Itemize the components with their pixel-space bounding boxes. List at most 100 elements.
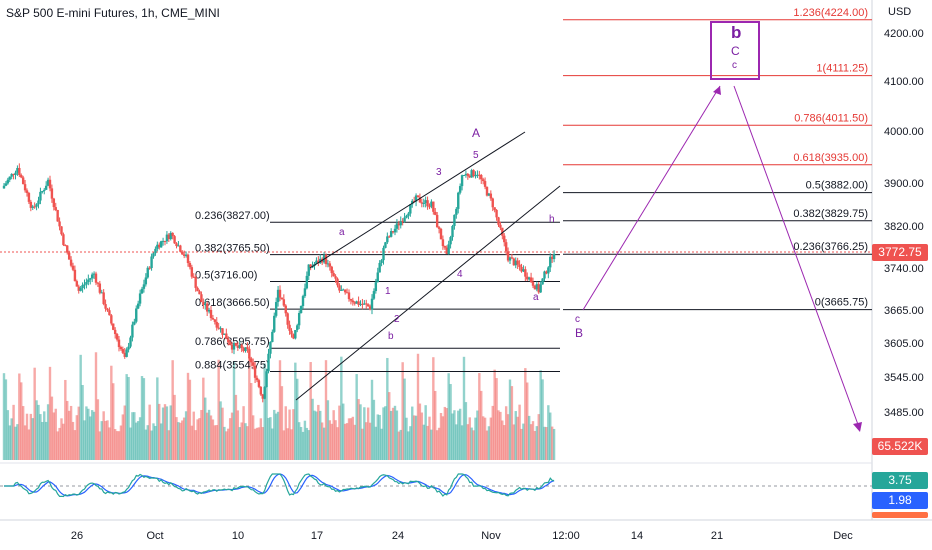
price-axis[interactable]: 4200.00 4100.00 4000.00 3900.00 3820.00 … bbox=[884, 28, 924, 419]
volume-bar bbox=[50, 396, 54, 460]
candle-body bbox=[27, 192, 31, 202]
candle-body bbox=[62, 234, 65, 245]
candle-body bbox=[372, 291, 376, 299]
candle-body bbox=[416, 195, 420, 198]
candle-body bbox=[462, 175, 466, 177]
volume-bar bbox=[98, 431, 102, 460]
target-box[interactable] bbox=[710, 21, 760, 80]
time-tick-label: 14 bbox=[631, 530, 643, 542]
fib-right-label: 0.618(3935.00) bbox=[793, 152, 868, 164]
candle-body bbox=[219, 328, 222, 330]
volume-bar bbox=[20, 382, 23, 460]
volume-bar bbox=[110, 365, 113, 460]
projection-up-arrow[interactable] bbox=[582, 85, 721, 311]
volume-bar bbox=[125, 374, 128, 460]
candle-body bbox=[445, 247, 448, 254]
candles bbox=[2, 163, 556, 403]
candle-body bbox=[209, 309, 213, 319]
candle-body bbox=[152, 253, 155, 257]
volume-bar bbox=[391, 407, 395, 460]
volume-bar bbox=[100, 421, 103, 460]
candle-body bbox=[552, 253, 556, 260]
volume-bar bbox=[138, 417, 142, 460]
volume-bar bbox=[441, 416, 445, 460]
chart-title[interactable]: S&P 500 E-mini Futures, 1h, CME_MINI bbox=[6, 6, 220, 20]
candle-body bbox=[506, 251, 510, 261]
volume-bar bbox=[355, 374, 358, 460]
candle-body bbox=[495, 209, 498, 218]
time-tick-label: 24 bbox=[392, 530, 404, 542]
channel-lower-line[interactable] bbox=[295, 185, 561, 401]
oscillator-pane bbox=[4, 473, 555, 498]
candle-body bbox=[361, 303, 364, 305]
volume-bar bbox=[522, 423, 525, 460]
fib-left-label: 0.5(3716.00) bbox=[195, 269, 257, 281]
candle-body bbox=[464, 173, 468, 176]
volume-bar bbox=[351, 416, 355, 460]
candle-body bbox=[56, 210, 59, 222]
candle-body bbox=[418, 197, 422, 203]
candle-body bbox=[353, 302, 356, 304]
channel-upper-line[interactable] bbox=[309, 131, 526, 269]
volume-bar bbox=[150, 430, 153, 460]
candle-body bbox=[549, 256, 552, 268]
candle-body bbox=[89, 278, 92, 280]
candle-body bbox=[366, 304, 370, 307]
candle-body bbox=[288, 324, 291, 331]
wave-label-A: A bbox=[472, 126, 480, 140]
volume-bar bbox=[543, 426, 546, 460]
candle-body bbox=[234, 342, 238, 346]
volume-bar bbox=[90, 410, 94, 460]
volume-bar bbox=[37, 404, 40, 460]
volume-bar bbox=[476, 410, 479, 460]
candle-body bbox=[294, 330, 297, 339]
candle-body bbox=[14, 172, 17, 175]
candle-body bbox=[439, 228, 443, 240]
volume-bar bbox=[115, 431, 119, 460]
candle-body bbox=[422, 202, 425, 204]
candle-body bbox=[489, 193, 493, 199]
candle-body bbox=[228, 342, 232, 345]
volume-bar bbox=[6, 410, 10, 460]
volume-bar bbox=[290, 429, 293, 460]
projection-down-arrow[interactable] bbox=[733, 85, 861, 431]
volume-bar bbox=[261, 427, 264, 460]
volume-bar bbox=[108, 427, 111, 460]
time-axis[interactable]: 26 Oct 10 17 24 Nov 12:00 14 21 Dec bbox=[71, 530, 853, 542]
candle-body bbox=[215, 321, 218, 328]
candle-body bbox=[401, 220, 404, 222]
volume-bar bbox=[202, 377, 205, 460]
candle-body bbox=[537, 284, 540, 293]
volume-bar bbox=[230, 412, 234, 460]
candle-body bbox=[244, 347, 247, 351]
volume-bar bbox=[378, 414, 381, 460]
volume-bar bbox=[320, 422, 324, 460]
volume-bar bbox=[317, 404, 320, 460]
volume-bar bbox=[407, 431, 410, 460]
wave-label-C: C bbox=[731, 44, 740, 58]
candle-body bbox=[21, 177, 25, 185]
volume-bar bbox=[282, 430, 286, 460]
fib-left-label: 0.884(3554.75) bbox=[195, 359, 270, 371]
price-tick-label: 3485.00 bbox=[884, 407, 924, 419]
volume-bar bbox=[524, 368, 527, 460]
volume-bar bbox=[75, 415, 79, 460]
candle-body bbox=[121, 349, 125, 353]
volume-bar bbox=[345, 423, 349, 460]
candle-body bbox=[430, 201, 433, 207]
candle-body bbox=[161, 240, 165, 242]
volume-bar bbox=[353, 424, 356, 460]
volume-bar bbox=[158, 403, 161, 460]
candle-body bbox=[376, 272, 379, 283]
candle-body bbox=[395, 223, 399, 229]
candle-body bbox=[303, 288, 307, 297]
candle-body bbox=[18, 167, 21, 175]
candle-body bbox=[196, 287, 199, 292]
candle-body bbox=[531, 282, 535, 286]
candle-body bbox=[98, 283, 102, 293]
volume-bar bbox=[485, 430, 489, 460]
candle-body bbox=[146, 267, 149, 278]
volume-bar bbox=[48, 366, 52, 460]
candle-body bbox=[177, 245, 180, 247]
